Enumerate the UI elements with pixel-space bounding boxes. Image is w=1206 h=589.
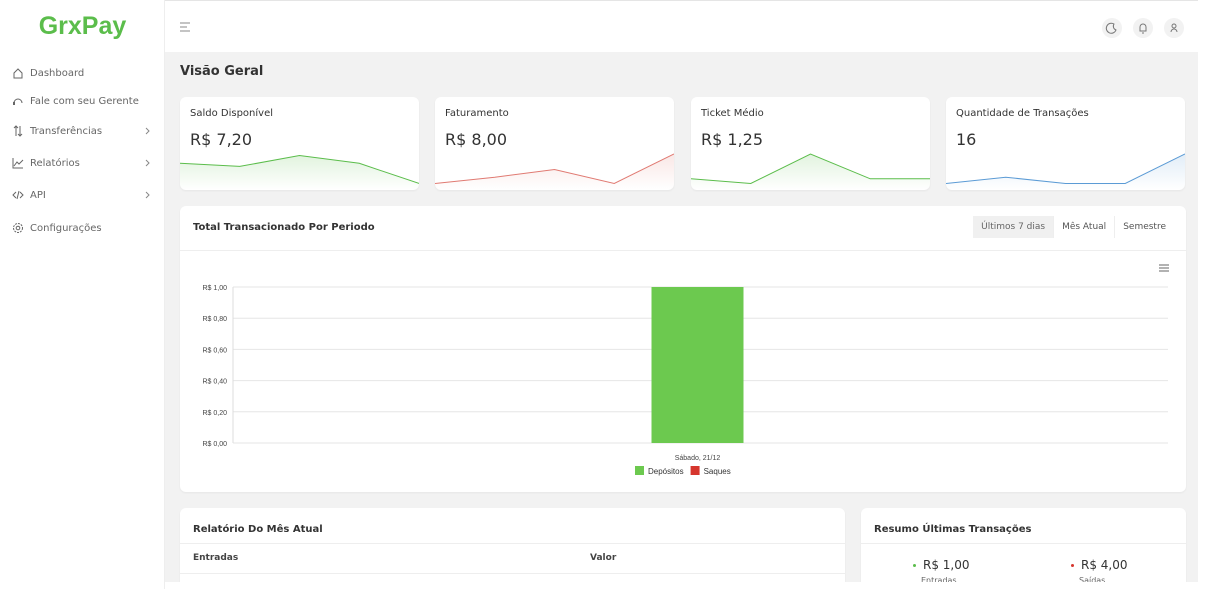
tab[interactable]: Últimos 7 dias — [973, 216, 1055, 238]
legend-swatch — [635, 466, 644, 475]
panel-title: Relatório Do Mês Atual — [193, 524, 323, 535]
sparkline-line — [435, 153, 674, 184]
kpi-card: Quantidade de Transações 16 — [946, 97, 1185, 190]
nav-icon — [13, 68, 23, 79]
summary-dot — [1071, 564, 1074, 567]
menu-toggle[interactable] — [179, 21, 191, 33]
brand-logo[interactable]: GrxPay — [38, 12, 127, 40]
chevron — [145, 191, 150, 199]
chart-panel: Total Transacionado Por Periodo Últimos … — [180, 206, 1186, 492]
y-tick-label: R$ 1,00 — [202, 285, 227, 292]
legend-label: Saques — [704, 467, 731, 476]
y-tick-label: R$ 0,60 — [202, 347, 227, 354]
x-tick-label: Sábado, 21/12 — [675, 455, 721, 462]
notifications[interactable] — [1133, 18, 1153, 38]
user-menu[interactable] — [1164, 18, 1184, 38]
y-tick-label: R$ 0,40 — [202, 379, 227, 386]
nav-label: Fale com seu Gerente — [30, 95, 139, 107]
kpi-value: 16 — [956, 130, 977, 149]
sparkline-line — [946, 153, 1185, 184]
divider — [180, 250, 1186, 251]
panel-title: Resumo Últimas Transações — [874, 524, 1032, 535]
nav-icon — [12, 190, 24, 200]
nav-item[interactable]: Configurações — [12, 222, 152, 234]
y-tick-label: R$ 0,00 — [202, 441, 227, 448]
nav-label: Relatórios — [30, 157, 80, 169]
legend-item[interactable]: Depósitos — [635, 466, 684, 476]
sparkline — [435, 153, 674, 190]
sparkline-area — [180, 155, 419, 190]
top-bar — [165, 0, 1198, 52]
nav-icon — [13, 125, 23, 137]
column-header: Valor — [590, 553, 617, 563]
period-tabs: Últimos 7 dias Mês Atual Semestre — [973, 216, 1174, 238]
sparkline-area — [946, 154, 1185, 190]
tab[interactable]: Mês Atual — [1054, 216, 1116, 238]
bar — [651, 287, 744, 443]
nav-label: Dashboard — [30, 67, 85, 79]
nav-item[interactable]: Transferências — [12, 125, 152, 137]
nav-label: Configurações — [30, 222, 102, 234]
y-tick-label: R$ 0,20 — [202, 410, 227, 417]
nav-item[interactable]: Dashboard — [12, 67, 152, 79]
kpi-card: Faturamento R$ 8,00 — [435, 97, 674, 190]
nav-item[interactable]: API — [12, 189, 152, 201]
chevron — [145, 159, 150, 167]
bar-chart: R$ 0,00 R$ 0,20 R$ 0,40 R$ 0,60 R$ 0,80 R$ 1,… — [202, 264, 1169, 476]
kpi-value: R$ 7,20 — [190, 130, 253, 149]
legend-swatch — [690, 466, 700, 475]
summary-panel: Resumo Últimas Transações R$ 1,00 Entrada… — [861, 508, 1186, 582]
summary-value: R$ 1,00 — [923, 558, 970, 572]
y-tick-label: R$ 0,80 — [202, 316, 227, 323]
kpi-label: Quantidade de Transações — [956, 108, 1089, 119]
page-title: Visão Geral — [180, 64, 264, 79]
kpi-card: Ticket Médio R$ 1,25 — [691, 97, 930, 190]
kpi-card: Saldo Disponível R$ 7,20 — [180, 97, 419, 190]
kpi-label: Faturamento — [445, 108, 509, 119]
kpi-value: R$ 1,25 — [701, 130, 764, 149]
nav-label: API — [30, 189, 46, 201]
sparkline-line — [691, 153, 930, 184]
sidebar: GrxPay Dashboard Fale com seu Gerente Tr… — [0, 0, 165, 589]
kpi-value: R$ 8,00 — [445, 130, 508, 149]
divider — [180, 543, 845, 544]
summary-dot — [913, 564, 916, 567]
sparkline — [180, 155, 419, 190]
tab[interactable]: Semestre — [1115, 216, 1174, 238]
report-panel: Relatório Do Mês Atual Entradas Valor — [180, 508, 845, 582]
divider — [861, 543, 1186, 544]
legend-item[interactable]: Saques — [690, 466, 731, 476]
chart-menu[interactable] — [1159, 264, 1169, 272]
divider — [180, 573, 845, 574]
sparkline — [946, 153, 1185, 190]
kpi-label: Ticket Médio — [701, 108, 764, 119]
sparkline-area — [435, 154, 674, 190]
nav-icon — [12, 158, 24, 169]
legend-label: Depósitos — [648, 467, 684, 476]
panel-title: Total Transacionado Por Periodo — [193, 222, 375, 233]
summary-label: Entradas — [921, 576, 957, 582]
summary-value: R$ 4,00 — [1081, 558, 1128, 572]
sparkline — [691, 153, 930, 190]
sparkline-line — [180, 155, 419, 184]
kpi-label: Saldo Disponível — [190, 108, 274, 119]
nav-item[interactable]: Relatórios — [12, 157, 152, 169]
chevron — [145, 127, 150, 135]
summary-label: Saídas — [1079, 576, 1106, 582]
main-content: Visão Geral Saldo Disponível R$ 7,20 Fatur… — [165, 52, 1198, 582]
nav-label: Transferências — [30, 125, 103, 137]
nav-icon — [13, 223, 23, 233]
theme-toggle[interactable] — [1102, 18, 1122, 38]
sparkline-area — [691, 154, 930, 190]
nav-item[interactable]: Fale com seu Gerente — [12, 95, 152, 107]
column-header: Entradas — [193, 553, 239, 563]
nav-icon — [13, 98, 23, 105]
